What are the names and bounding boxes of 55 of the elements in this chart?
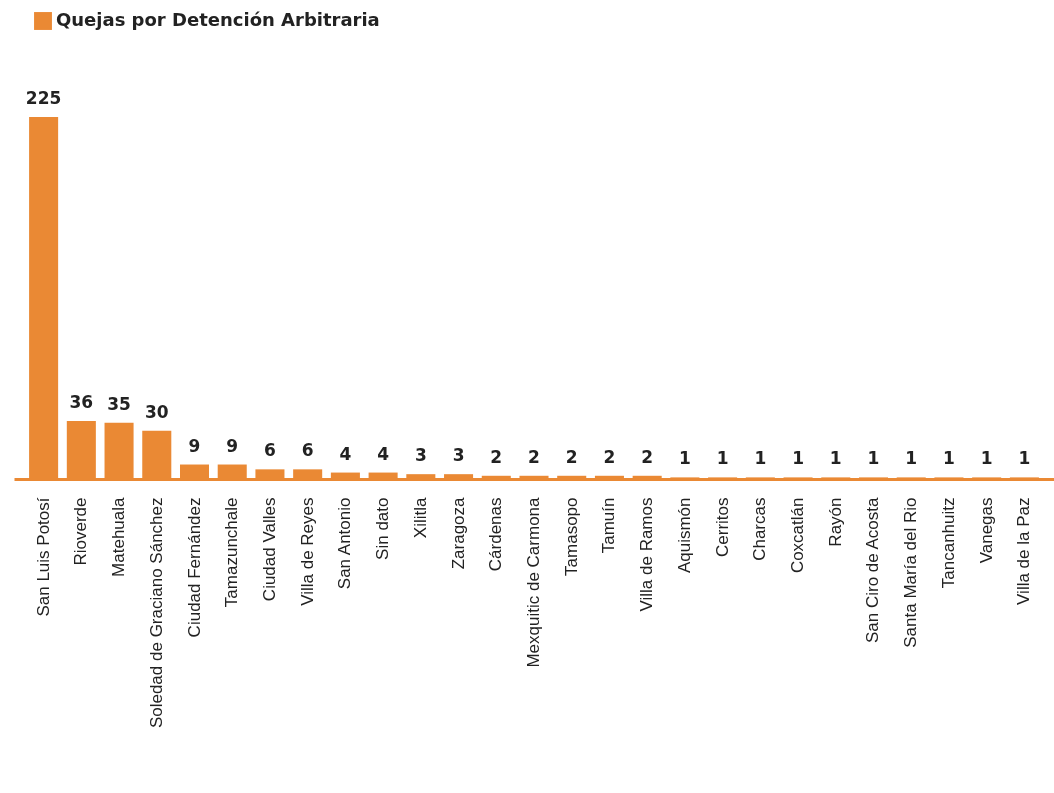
x-tick-label: Sin dato bbox=[373, 497, 393, 560]
x-tick-label: Tancanhuitz bbox=[938, 497, 958, 589]
data-label: 2 bbox=[603, 446, 616, 467]
x-tick-label: Tamuín bbox=[599, 497, 619, 554]
data-label: 4 bbox=[377, 443, 390, 464]
data-label: 1 bbox=[716, 448, 729, 469]
data-label: 1 bbox=[1018, 448, 1031, 469]
x-tick-label: San Antonio bbox=[335, 497, 355, 590]
data-label: 3 bbox=[452, 445, 465, 466]
x-tick-label: Zaragoza bbox=[448, 496, 468, 570]
x-tick-label: Villa de la Paz bbox=[1014, 497, 1034, 605]
x-tick-label: Cárdenas bbox=[486, 497, 506, 572]
x-tick-label: Matehuala bbox=[109, 496, 129, 577]
data-label: 1 bbox=[754, 448, 767, 469]
x-tick-label: Charcas bbox=[750, 497, 770, 561]
x-tick-label: Coxcatlán bbox=[788, 497, 808, 574]
data-label: 6 bbox=[301, 440, 314, 461]
x-tick-label: Cerritos bbox=[712, 497, 732, 558]
data-label: 1 bbox=[792, 448, 804, 469]
x-tick-label: Soledad de Graciano Sánchez bbox=[146, 497, 166, 729]
x-tick-label: Villa de Ramos bbox=[637, 497, 657, 612]
x-tick-label: Ciudad Fernández bbox=[184, 497, 204, 638]
data-label: 9 bbox=[188, 435, 201, 456]
data-label: 1 bbox=[905, 448, 918, 469]
data-label: 2 bbox=[490, 446, 503, 467]
legend-label: Quejas por Detención Arbitraria bbox=[56, 9, 380, 30]
x-tick-label: Aquismón bbox=[674, 497, 694, 574]
data-label: 2 bbox=[641, 446, 654, 467]
data-label: 225 bbox=[25, 88, 62, 108]
x-tick-label: Mexquitic de Carmona bbox=[524, 496, 543, 668]
data-label: 9 bbox=[226, 435, 239, 456]
x-tick-label: San Luis Potosí bbox=[33, 497, 53, 617]
x-tick-label: Tamasopo bbox=[561, 497, 581, 576]
data-label: 1 bbox=[867, 448, 880, 469]
data-label: 1 bbox=[980, 448, 993, 469]
x-tick-label: Rioverde bbox=[71, 497, 91, 566]
x-tick-label: San Ciro de Acosta bbox=[863, 496, 883, 644]
data-label: 36 bbox=[69, 392, 94, 413]
data-label: 35 bbox=[107, 393, 131, 414]
x-tick-label: Vanegas bbox=[976, 497, 996, 564]
data-label: 6 bbox=[264, 440, 276, 461]
x-tick-label: Villa de Reyes bbox=[297, 497, 317, 606]
data-label: 1 bbox=[678, 448, 691, 469]
data-label: 3 bbox=[414, 445, 427, 466]
x-tick-label: Rayón bbox=[825, 497, 845, 547]
x-tick-label: Tamazunchale bbox=[222, 497, 242, 608]
data-label: 1 bbox=[829, 448, 842, 469]
x-tick-label: Xilitla bbox=[410, 496, 430, 539]
data-label: 4 bbox=[339, 443, 352, 464]
x-tick-label: Santa María del Rio bbox=[901, 497, 921, 648]
data-label: 30 bbox=[144, 401, 169, 422]
data-label: 2 bbox=[528, 446, 540, 467]
x-tick-label: Ciudad Valles bbox=[259, 497, 279, 602]
data-label: 1 bbox=[943, 448, 955, 469]
data-label: 2 bbox=[565, 446, 578, 467]
